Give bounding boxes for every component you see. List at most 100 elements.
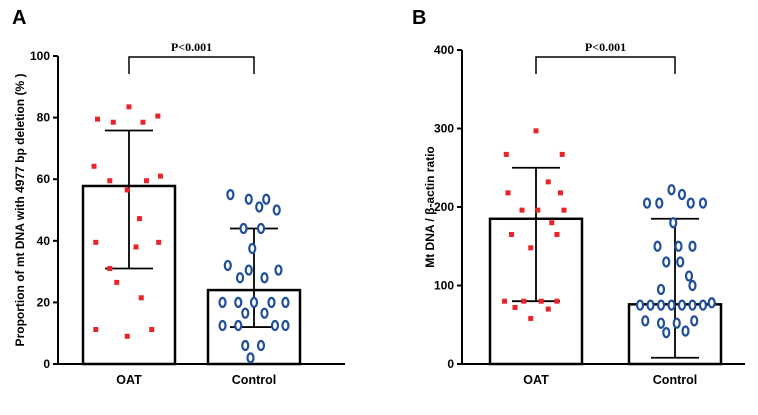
panel-b-point-oat <box>521 298 527 304</box>
panel-b-point-control <box>676 256 685 268</box>
panel-a-point-control <box>270 319 280 332</box>
panel-a-significance-bracket <box>128 56 255 74</box>
panel-a-point-oat <box>155 113 161 119</box>
panel-b-point-oat <box>549 220 555 226</box>
panel-a-point-control <box>241 339 250 352</box>
panel-b-point-control <box>635 299 645 311</box>
panel-b-point-control <box>674 240 683 252</box>
panel-b-point-oat <box>557 190 563 196</box>
panel-a-point-control <box>256 339 266 352</box>
panel-b-point-control <box>690 315 699 327</box>
panel-a-point-oat <box>140 119 146 125</box>
panel-a-point-control <box>281 296 290 308</box>
panel-a-y-tick-label: 40 <box>37 234 51 248</box>
panel-b-category-label-control: Control <box>653 373 697 387</box>
panel-a-point-control <box>234 296 243 308</box>
panel-a-y-tick-label: 60 <box>37 172 51 186</box>
panel-b-point-oat <box>502 298 508 304</box>
panel-a-point-oat <box>156 239 162 245</box>
panel-b-point-oat <box>503 151 509 157</box>
panel-a-point-control <box>244 264 253 276</box>
panel-b-point-control <box>672 317 681 329</box>
panel-a-y-tick-label: 100 <box>30 49 50 63</box>
panel-a-point-oat <box>136 216 142 222</box>
panel-b-letter: B <box>412 7 426 29</box>
panel-a-point-control <box>235 272 245 284</box>
panel-a-point-control <box>249 296 259 308</box>
panel-a-point-control <box>239 222 248 235</box>
panel-b-point-oat <box>509 231 515 237</box>
panel-a-category-label-control: Control <box>232 373 276 387</box>
panel-a-point-oat <box>149 327 155 333</box>
panel-b-point-oat <box>554 298 560 304</box>
panel-a-point-control <box>241 307 250 319</box>
panel-a-point-oat <box>91 163 97 169</box>
panel-b-point-oat <box>533 128 539 134</box>
panel-a-point-oat <box>93 239 99 245</box>
panel-a-point-oat <box>124 187 130 193</box>
panel-a-point-oat <box>124 333 130 339</box>
panel-b-point-oat <box>528 315 534 321</box>
panel-b-significance-label: P<0.001 <box>585 40 626 54</box>
panel-a-point-oat <box>126 104 132 110</box>
panel-b-point-control <box>641 315 650 327</box>
panel-a-point-oat <box>107 178 113 184</box>
panel-a-point-oat <box>95 116 101 122</box>
panel-a-significance-label: P<0.001 <box>171 40 212 54</box>
panel-b-point-oat <box>512 304 518 310</box>
panel-b-point-control <box>688 240 697 252</box>
panel-b-point-oat <box>519 207 525 213</box>
panel-a-point-control <box>262 193 271 205</box>
panel-a-point-control <box>226 189 235 201</box>
panel-a-y-tick-label: 20 <box>37 295 51 309</box>
panel-b-point-control <box>646 299 655 311</box>
panel-a-point-control <box>234 319 243 332</box>
panel-b-point-oat <box>545 179 551 185</box>
panel-b-y-tick-label: 200 <box>434 200 454 214</box>
panel-b-point-control <box>686 197 695 209</box>
panel-b-point-control <box>698 299 708 311</box>
panel-a-point-control <box>272 204 281 216</box>
panel-a-point-control <box>248 242 257 255</box>
panel-b-y-tick-label: 0 <box>447 357 454 371</box>
panel-a-point-oat <box>114 279 120 285</box>
panel-b-point-control <box>662 327 671 339</box>
panel-b-point-control <box>656 317 666 329</box>
panel-b-point-oat <box>559 151 565 157</box>
panel-a-letter: A <box>12 7 26 29</box>
panel-b-point-control <box>669 217 678 229</box>
panel-a-point-oat <box>143 178 149 184</box>
panel-a-point-oat <box>110 119 116 125</box>
panel-a-point-control <box>246 352 255 364</box>
panel-b-point-control <box>677 188 687 201</box>
panel-b-significance-bracket <box>535 56 676 74</box>
panel-b-point-oat <box>561 207 567 213</box>
panel-a-category-label-oat: OAT <box>116 373 142 387</box>
panel-a-y-tick-label: 0 <box>43 357 50 371</box>
panel-b-point-oat <box>554 231 560 237</box>
panel-a-point-control <box>244 193 253 205</box>
panel-a-point-control <box>281 319 290 332</box>
panel-b-point-control <box>688 279 697 292</box>
panel-b-point-control <box>698 197 708 209</box>
panel-b-y-tick-label: 100 <box>434 279 454 293</box>
panel-a-point-control <box>255 201 264 213</box>
panel-b-point-control <box>707 297 716 309</box>
panel-b-point-control <box>667 299 676 311</box>
panel-a-y-axis-label: Proportion of mt DNA with 4977 bp deleti… <box>13 74 27 347</box>
panel-a-point-oat <box>133 244 139 250</box>
panel-b-point-oat <box>535 207 541 213</box>
panel-b-category-label-oat: OAT <box>523 373 549 387</box>
panel-b-point-control <box>677 299 687 311</box>
panel-a-point-control <box>260 272 269 284</box>
panel-a-point-control <box>218 296 227 308</box>
panel-b-point-control <box>656 283 666 296</box>
panel-b: B 0 100 200 300 400 Mt DNA / β-actin ratio OAT… <box>412 7 745 387</box>
panel-b-point-control <box>667 184 676 196</box>
panel-b-point-control <box>662 256 671 268</box>
panel-a-point-oat <box>138 295 144 301</box>
panel-b-y-tick-label: 300 <box>434 122 454 136</box>
panel-b-point-oat <box>505 190 511 196</box>
